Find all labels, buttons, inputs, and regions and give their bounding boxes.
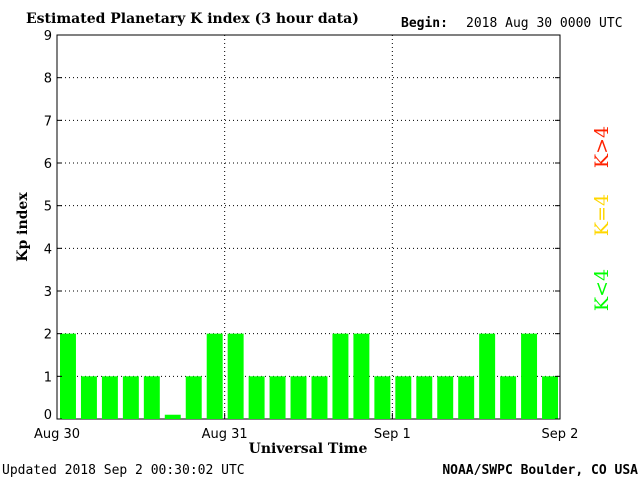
kp-bar — [416, 376, 433, 419]
kp-bar — [542, 376, 558, 419]
y-tick-label: 1 — [44, 370, 52, 385]
grid-lines — [57, 35, 560, 419]
y-tick-label: 5 — [44, 200, 52, 215]
kp-bar — [269, 376, 286, 419]
kp-bar — [248, 376, 265, 419]
y-tick-label: 3 — [44, 285, 52, 300]
y-tick-label: 0 — [44, 408, 52, 423]
x-axis-label: Universal Time — [249, 441, 368, 457]
kp-bar — [60, 333, 76, 419]
kp-bar — [353, 333, 370, 419]
kp-bar — [290, 376, 307, 419]
kp-bar — [311, 376, 328, 419]
x-tick-label: Sep 1 — [374, 427, 411, 442]
x-ticks: Aug 30 Aug 31 Sep 1 Sep 2 — [34, 413, 578, 442]
kp-bar — [122, 376, 139, 419]
bars-group — [60, 333, 558, 419]
kp-bar — [164, 414, 181, 419]
y-ticks: 0 1 2 3 4 5 6 7 8 9 — [44, 29, 560, 423]
plot-area — [56, 34, 561, 420]
legend: K<4 K=4 K>4 — [591, 126, 613, 311]
kp-bar — [332, 333, 349, 419]
y-axis-label: Kp index — [15, 192, 31, 262]
kp-bar — [500, 376, 517, 419]
chart-title: Estimated Planetary K index (3 hour data… — [26, 11, 359, 27]
kp-bar — [80, 376, 97, 419]
kp-bar — [227, 333, 244, 419]
y-tick-label: 8 — [44, 72, 52, 87]
legend-item: K<4 — [591, 269, 613, 311]
x-tick-label: Aug 31 — [202, 427, 248, 442]
kp-bar — [101, 376, 118, 419]
kp-bar — [521, 333, 538, 419]
kp-bar — [206, 333, 223, 419]
kp-bar — [185, 376, 202, 419]
x-tick-label: Sep 2 — [542, 427, 579, 442]
kp-bar — [143, 376, 160, 419]
y-tick-label: 4 — [44, 242, 52, 257]
y-tick-label: 6 — [44, 157, 52, 172]
y-tick-label: 2 — [44, 328, 52, 343]
legend-item: K>4 — [591, 126, 613, 168]
legend-item: K=4 — [591, 194, 613, 236]
kp-bar — [374, 376, 391, 419]
begin-label: Begin: — [401, 16, 448, 31]
y-tick-label: 9 — [44, 29, 52, 44]
kp-bar — [479, 333, 496, 419]
kp-bar — [437, 376, 454, 419]
x-tick-label: Aug 30 — [34, 427, 80, 442]
kp-bar — [395, 376, 412, 419]
kp-bar — [458, 376, 475, 419]
credit-text: NOAA/SWPC Boulder, CO USA — [442, 463, 638, 478]
y-tick-label: 7 — [44, 114, 52, 129]
updated-timestamp: Updated 2018 Sep 2 00:30:02 UTC — [2, 463, 245, 478]
begin-value: 2018 Aug 30 0000 UTC — [466, 16, 623, 31]
